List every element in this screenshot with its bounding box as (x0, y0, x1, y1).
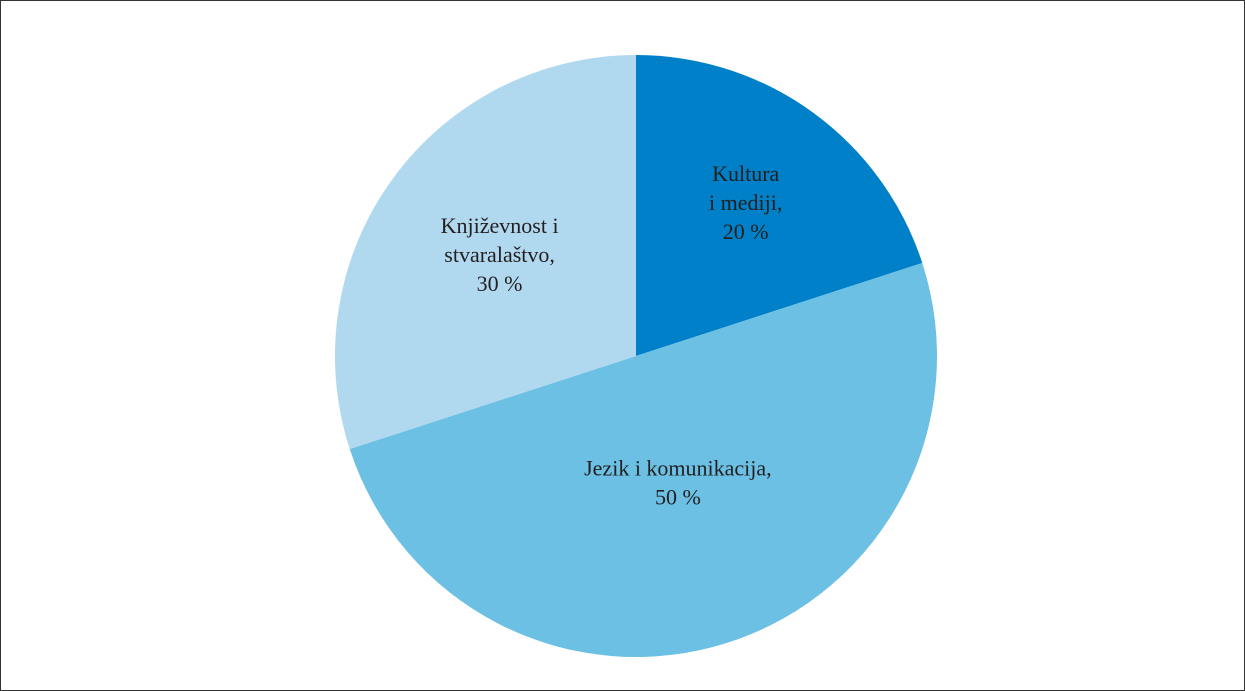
slice-category-label: Književnost i (441, 213, 559, 238)
slice-category-label: Jezik i komunikacija, (584, 455, 772, 480)
slice-percent-label: 20 % (723, 219, 769, 244)
slice-labels: Kultura i mediji, 20 % Jezik i komunikacija… (441, 161, 783, 509)
pie-slice-2 (349, 262, 938, 658)
pie-slice-1 (636, 54, 923, 356)
slice-percent-label: 30 % (477, 271, 523, 296)
pie-slice-3 (334, 55, 636, 450)
slice-category-label: Kultura (712, 161, 779, 186)
pie-slices (334, 54, 938, 658)
slice-percent-label: 50 % (655, 484, 701, 509)
slice-category-label: stvaralaštvo, (444, 242, 555, 267)
slice-category-label: i mediji, (709, 190, 782, 215)
